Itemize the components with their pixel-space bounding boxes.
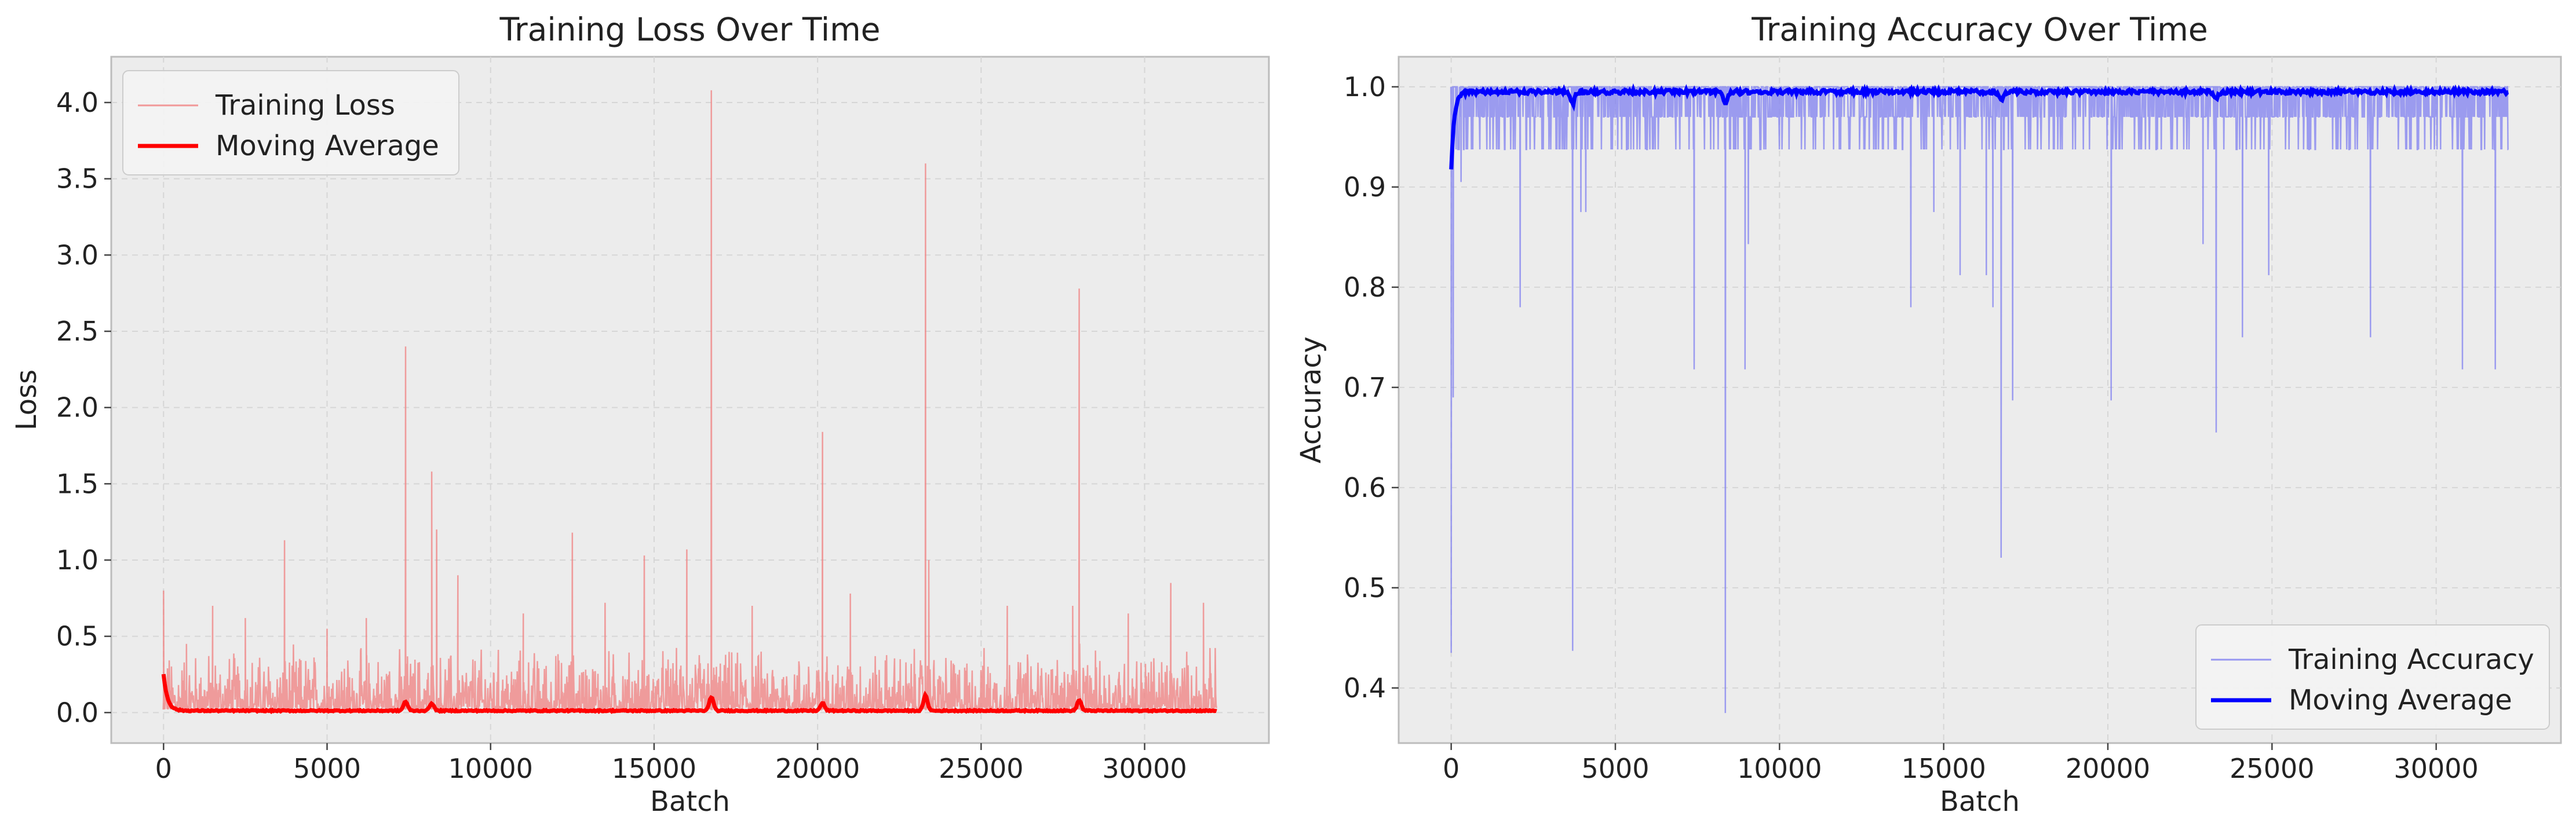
loss-ytick-label: 0.5: [56, 621, 98, 652]
accuracy-ytick-label: 0.9: [1344, 171, 1386, 203]
accuracy-legend-box: [2195, 624, 2550, 730]
loss-xtick-label: 30000: [1102, 753, 1187, 784]
accuracy-yaxis-label: Accuracy: [1295, 336, 1327, 463]
loss-ytick-label: 1.5: [56, 468, 98, 499]
accuracy-legend: Training Accuracy Moving Average: [2195, 624, 2550, 730]
accuracy-ytick-label: 0.6: [1344, 472, 1386, 503]
loss-yaxis-label: Loss: [10, 370, 43, 430]
accuracy-ytick-label: 0.5: [1344, 572, 1386, 603]
loss-xtick-label: 20000: [775, 753, 860, 784]
accuracy-xtick-label: 20000: [2066, 753, 2150, 784]
accuracy-xtick-label: 15000: [1901, 753, 1986, 784]
accuracy-legend-label-avg: Moving Average: [2289, 684, 2512, 716]
loss-ytick-label: 3.0: [56, 239, 98, 270]
accuracy-ytick-label: 0.4: [1344, 672, 1386, 704]
loss-ytick-label: 1.0: [56, 544, 98, 576]
loss-legend-label-avg: Moving Average: [216, 130, 439, 162]
loss-xtick-label: 25000: [939, 753, 1023, 784]
loss-ytick-label: 2.0: [56, 392, 98, 423]
accuracy-ytick-label: 1.0: [1344, 71, 1386, 103]
accuracy-chart: 0 5000 10000 15000 20000 25000 30000 0.4 0.5 0.6 0…: [1295, 11, 2562, 818]
accuracy-ytick-label: 0.8: [1344, 272, 1386, 303]
accuracy-raw-series-line: [1450, 86, 2509, 714]
loss-xtick-label: 5000: [293, 753, 361, 784]
accuracy-xtick-label: 5000: [1581, 753, 1649, 784]
loss-chart-title: Training Loss Over Time: [499, 11, 881, 48]
loss-ytick-label: 4.0: [56, 87, 98, 118]
loss-xtick-label: 0: [155, 753, 172, 784]
loss-legend-label-raw: Training Loss: [215, 89, 395, 122]
loss-xtick-label: 10000: [448, 753, 533, 784]
accuracy-chart-title: Training Accuracy Over Time: [1751, 11, 2208, 48]
loss-moving-average-line: [161, 674, 1217, 715]
loss-legend: Training Loss Moving Average: [122, 70, 459, 175]
loss-ytick-label: 3.5: [56, 163, 98, 195]
loss-legend-box: [122, 70, 459, 175]
loss-chart: 0 5000 10000 15000 20000 25000 30000 0.0 0.5 1.0 1…: [10, 11, 1270, 818]
accuracy-ytick-label: 0.7: [1344, 372, 1386, 403]
loss-xaxis-label: Batch: [650, 785, 730, 818]
accuracy-xaxis-label: Batch: [1940, 785, 2020, 818]
loss-xtick-label: 15000: [612, 753, 696, 784]
accuracy-xtick-label: 30000: [2393, 753, 2478, 784]
accuracy-xtick-label: 10000: [1737, 753, 1822, 784]
accuracy-xtick-label: 0: [1443, 753, 1460, 784]
loss-ytick-label: 0.0: [56, 697, 98, 728]
accuracy-moving-average-line: [1449, 83, 2509, 170]
accuracy-xtick-label: 25000: [2230, 753, 2314, 784]
accuracy-legend-label-raw: Training Accuracy: [2288, 643, 2534, 676]
loss-ytick-label: 2.5: [56, 316, 98, 347]
